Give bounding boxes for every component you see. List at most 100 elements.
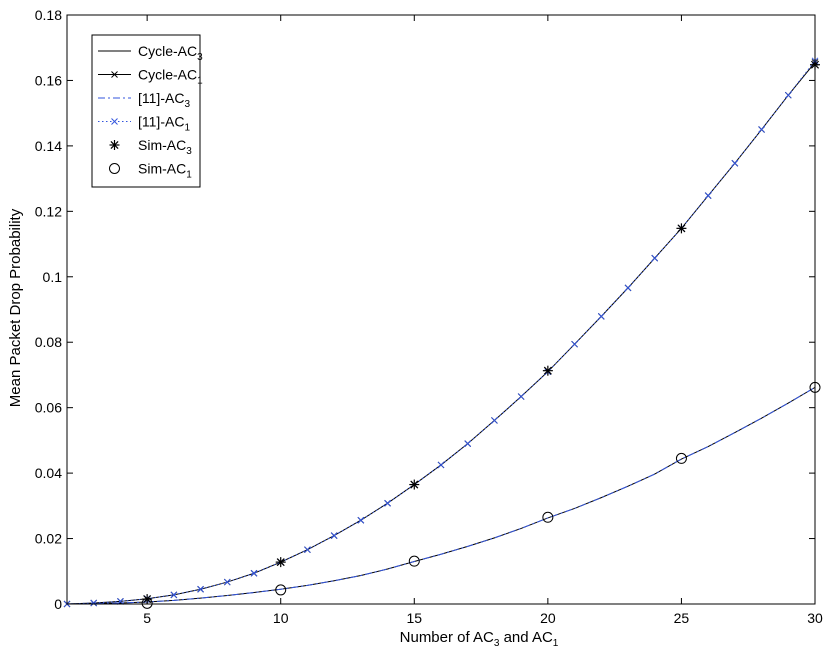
legend-label: [11]-AC1 <box>138 114 190 134</box>
data-point <box>90 599 98 607</box>
data-point <box>676 223 687 234</box>
y-tick-label: 0.14 <box>35 138 62 154</box>
legend-label: Cycle-AC1 <box>138 67 203 87</box>
data-point <box>275 584 287 596</box>
data-point-stroke <box>758 126 765 133</box>
series-2 <box>66 386 816 605</box>
data-point-stroke <box>731 159 739 167</box>
legend-entry: Cycle-AC3 <box>98 43 203 63</box>
x-tick-label: 25 <box>674 610 690 626</box>
x-tick-label: 20 <box>540 610 556 626</box>
data-point <box>571 340 578 348</box>
legend-label-name: [11]-AC <box>138 90 184 106</box>
y-tick-label: 0.12 <box>35 203 62 219</box>
y-tick-label: 0.1 <box>43 269 63 285</box>
data-point-stroke <box>651 254 659 262</box>
data-point-stroke <box>90 599 98 607</box>
x-tick-label: 30 <box>807 610 823 626</box>
data-point-stroke <box>410 480 419 489</box>
legend-marker-stroke <box>110 140 119 150</box>
legend-label-subscript: 1 <box>184 123 190 134</box>
data-point <box>223 578 231 586</box>
legend-entry: Cycle-AC1 <box>98 67 203 87</box>
data-point-stroke <box>491 417 498 424</box>
x-axis-label-sub1: 3 <box>494 638 500 649</box>
data-point <box>250 569 258 577</box>
data-point-stroke <box>784 91 792 99</box>
y-tick-label: 0.06 <box>35 400 62 416</box>
legend-label-subscript: 1 <box>197 76 203 87</box>
data-point <box>357 516 365 524</box>
legend-label-name: Cycle-AC <box>138 43 197 59</box>
y-tick-label: 0.08 <box>35 334 62 350</box>
data-point-stroke <box>543 366 552 375</box>
data-point <box>197 585 204 593</box>
legend-marker <box>111 71 118 78</box>
legend-label-subscript: 3 <box>197 52 203 63</box>
legend-marker <box>111 118 118 125</box>
legend-label-name: Sim-AC <box>138 161 186 177</box>
data-point <box>170 591 178 599</box>
data-point-stroke <box>330 532 338 539</box>
data-point-stroke <box>384 499 391 507</box>
axes-frame <box>66 14 816 605</box>
y-tick-label: 0.02 <box>35 531 62 547</box>
legend-label-subscript: 3 <box>186 146 192 157</box>
data-point-stroke <box>276 558 285 567</box>
legend-label: [11]-AC3 <box>138 90 190 110</box>
plot-area <box>63 57 821 609</box>
data-point <box>624 284 632 292</box>
data-point-stroke <box>597 313 605 320</box>
legend-marker-stroke <box>111 118 118 125</box>
legend-label-name: Sim-AC <box>138 137 186 153</box>
legend-entry: Sim-AC1 <box>109 161 192 181</box>
data-point-stroke <box>437 461 445 469</box>
data-point-stroke <box>704 192 712 199</box>
legend-label-name: [11]-AC <box>138 114 184 130</box>
data-point-stroke <box>357 516 365 524</box>
data-point <box>704 192 712 199</box>
legend-label-subscript: 3 <box>184 99 190 110</box>
data-point <box>731 159 739 167</box>
y-tick-label: 0 <box>54 596 62 612</box>
y-tick-label: 0.16 <box>35 72 62 88</box>
y-tick-label: 0.18 <box>35 7 62 23</box>
data-point-stroke <box>250 569 258 577</box>
series-5 <box>141 381 821 609</box>
x-axis-label-mid: and AC <box>499 629 553 646</box>
legend-label: Sim-AC1 <box>138 161 192 181</box>
legend-label: Cycle-AC3 <box>138 43 203 63</box>
data-point <box>409 479 420 490</box>
data-point-stroke <box>677 224 686 233</box>
data-point <box>542 365 553 376</box>
legend-marker <box>109 163 120 174</box>
data-point <box>275 557 286 568</box>
legend-label-subscript: 1 <box>186 170 192 181</box>
x-tick-label: 15 <box>406 610 422 626</box>
data-point <box>784 91 792 99</box>
data-point <box>491 417 498 424</box>
data-point <box>464 440 472 448</box>
legend-entry: [11]-AC1 <box>98 114 190 134</box>
data-point <box>542 511 554 523</box>
data-point-stroke <box>464 440 472 448</box>
legend-entry: Sim-AC3 <box>109 137 192 157</box>
x-tick-label: 10 <box>273 610 289 626</box>
x-axis-label-sub2: 1 <box>553 638 559 649</box>
data-point <box>437 461 445 469</box>
y-axis-label: Mean Packet Drop Probability <box>7 208 24 407</box>
legend: Cycle-AC3Cycle-AC1[11]-AC3[11]-AC1Sim-AC… <box>91 34 203 188</box>
data-point-stroke <box>117 598 124 605</box>
legend-entry: [11]-AC3 <box>98 90 190 110</box>
data-point-stroke <box>170 591 178 599</box>
data-point <box>517 393 525 400</box>
legend-label: Sim-AC3 <box>138 137 192 157</box>
x-axis-label: Number of AC3 and AC1 <box>400 629 559 649</box>
data-point <box>675 452 687 464</box>
legend-label-name: Cycle-AC <box>138 67 197 83</box>
data-point-stroke <box>571 340 578 348</box>
legend-box <box>91 34 201 188</box>
data-point <box>651 254 659 262</box>
data-point <box>330 532 338 539</box>
